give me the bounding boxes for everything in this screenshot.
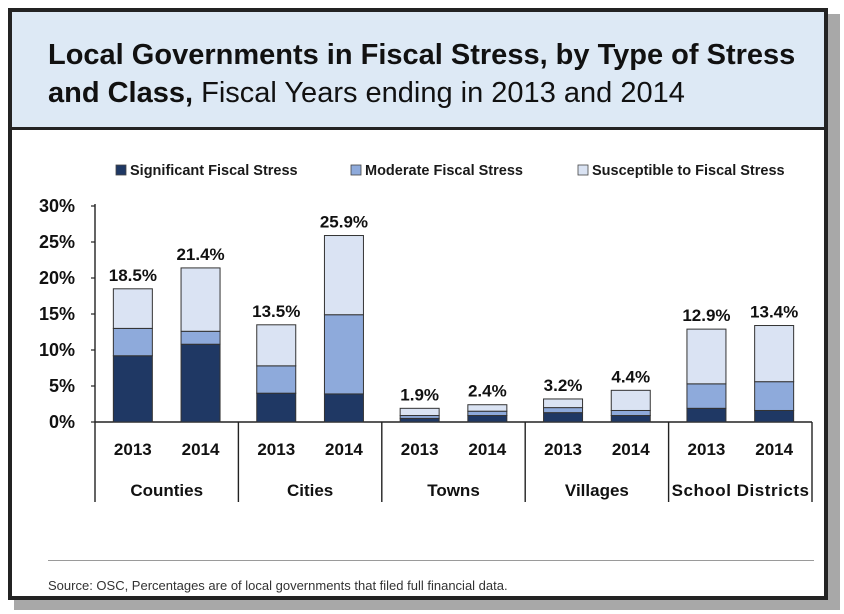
y-tick-label: 0% [49,412,75,432]
bar-segment [256,324,297,367]
bar-total-label: 3.2% [544,376,583,395]
chart-title: Local Governments in Fiscal Stress, by T… [48,36,808,112]
bar-segment [754,409,795,423]
chart-title-rest: Fiscal Years ending in 2013 and 2014 [193,77,685,109]
x-tick-label: 2014 [468,440,506,459]
bar-segment [610,409,651,417]
group-label: Counties [130,481,203,500]
bar-total-label: 1.9% [400,385,439,404]
y-tick-label: 10% [39,340,75,360]
bar-segment [180,267,221,332]
x-tick-label: 2014 [182,440,220,459]
group-label: School Districts [672,481,809,500]
chart-title-bold: Local Governments in Fiscal Stress, by T… [48,39,796,109]
bar-total-label: 25.9% [320,213,368,232]
group-label: Villages [565,481,629,500]
bar-segment [323,314,364,395]
bar-total-label: 4.4% [611,367,650,386]
y-tick-label: 5% [49,376,75,396]
x-tick-label: 2013 [114,440,152,459]
legend-label: Moderate Fiscal Stress [365,163,523,179]
bar-segment [543,407,584,414]
bar-total-label: 12.9% [682,306,730,325]
x-tick-label: 2013 [257,440,295,459]
x-tick-label: 2013 [544,440,582,459]
bar-segment [610,415,651,423]
y-tick-label: 25% [39,232,75,252]
bar-segment [399,407,440,417]
x-tick-label: 2014 [325,440,363,459]
legend-swatch [577,164,589,176]
x-tick-label: 2014 [755,440,793,459]
source-divider [48,560,814,561]
title-band: Local Governments in Fiscal Stress, by T… [12,12,824,130]
x-tick-label: 2013 [401,440,439,459]
y-tick-label: 15% [39,304,75,324]
bar-segment [180,330,221,345]
legend-swatch [350,164,362,176]
bar-segment [323,235,364,316]
bar-total-label: 2.4% [468,382,507,401]
bar-segment [610,389,651,411]
legend-label: Susceptible to Fiscal Stress [592,163,785,179]
bar-total-label: 13.4% [750,303,798,322]
figure-frame: Local Governments in Fiscal Stress, by T… [8,8,828,600]
bar-segment [399,417,440,423]
bar-segment [686,407,727,423]
source-note: Source: OSC, Percentages are of local go… [48,578,508,593]
legend-label: Significant Fiscal Stress [130,163,298,179]
bar-segment [754,325,795,383]
group-label: Towns [427,481,480,500]
y-tick-label: 20% [39,268,75,288]
bar-segment [112,288,153,329]
legend-swatch [115,164,127,176]
bar-segment [467,404,508,412]
x-tick-label: 2014 [612,440,650,459]
group-label: Cities [287,481,333,500]
bar-segment [543,398,584,409]
bar-segment [686,328,727,385]
bar-segment [467,410,508,417]
bar-segment [256,392,297,423]
bar-segment [112,327,153,357]
bar-segment [256,365,297,394]
y-tick-label: 30% [39,196,75,216]
bar-total-label: 21.4% [176,245,224,264]
bar-segment [112,355,153,423]
bar-total-label: 13.5% [252,302,300,321]
bar-segment [467,415,508,423]
bar-segment [686,383,727,409]
bar-segment [754,381,795,411]
bar-segment [323,393,364,423]
bar-segment [180,343,221,423]
bar-segment [543,412,584,423]
bar-total-label: 18.5% [109,266,157,285]
x-tick-label: 2013 [688,440,726,459]
